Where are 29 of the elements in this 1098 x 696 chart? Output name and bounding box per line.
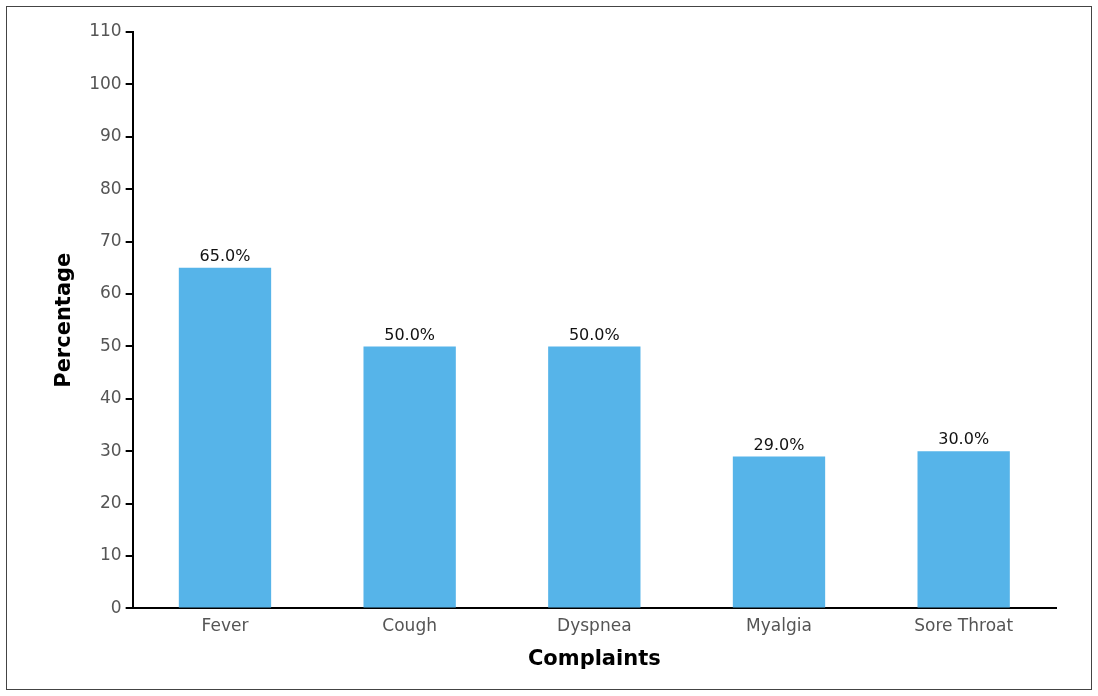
y-tick-label: 80 bbox=[100, 177, 122, 198]
x-tick-label: Fever bbox=[201, 615, 249, 636]
y-tick-label: 50 bbox=[100, 334, 122, 355]
data-label: 30.0% bbox=[938, 429, 990, 449]
x-axis-title: Complaints bbox=[527, 645, 661, 670]
y-tick-label: 20 bbox=[100, 492, 122, 513]
x-tick-label: Myalgia bbox=[746, 615, 812, 636]
y-tick-label: 10 bbox=[100, 544, 122, 565]
x-tick-label: Sore Throat bbox=[914, 615, 1014, 636]
bar bbox=[548, 346, 641, 608]
bar bbox=[917, 451, 1010, 608]
y-tick-label: 70 bbox=[100, 230, 122, 251]
bar bbox=[178, 267, 272, 608]
y-tick-label: 60 bbox=[100, 282, 122, 303]
x-tick-label: Cough bbox=[382, 615, 437, 636]
y-tick-label: 0 bbox=[110, 596, 122, 617]
bar bbox=[363, 346, 456, 608]
y-tick-label: 100 bbox=[89, 72, 122, 93]
bar bbox=[732, 456, 826, 608]
y-tick-label: 90 bbox=[100, 125, 122, 146]
x-tick-label: Dyspnea bbox=[557, 615, 632, 636]
data-label: 50.0% bbox=[568, 324, 620, 344]
y-tick-label: 110 bbox=[89, 20, 122, 41]
y-axis-title: Percentage bbox=[51, 252, 76, 388]
data-label: 29.0% bbox=[753, 434, 805, 454]
y-tick-label: 30 bbox=[100, 439, 122, 460]
data-label: 65.0% bbox=[199, 245, 251, 265]
y-tick-label: 40 bbox=[100, 387, 122, 408]
data-label: 50.0% bbox=[384, 324, 436, 344]
